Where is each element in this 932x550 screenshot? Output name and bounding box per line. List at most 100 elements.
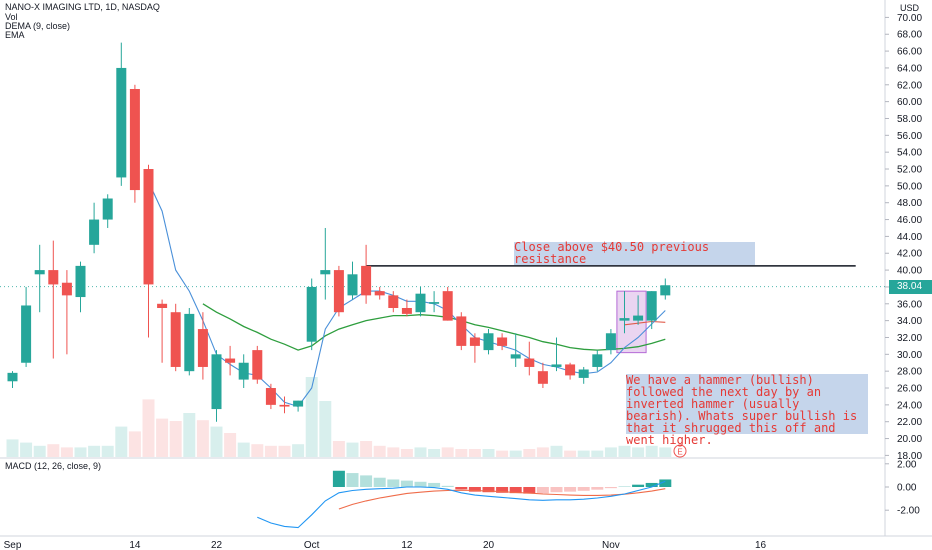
ema-short-line: [624, 320, 666, 326]
time-tick-label: Oct: [304, 540, 320, 550]
candle-up: [89, 219, 100, 245]
volume-bar: [20, 442, 33, 457]
price-tick-label: 60.00: [897, 97, 922, 108]
volume-bar: [128, 431, 141, 457]
macd-histogram-bar: [523, 487, 536, 494]
macd-histogram-bar: [468, 487, 481, 492]
volume-bar: [482, 449, 495, 457]
macd-histogram-bar: [360, 475, 373, 487]
volume-bar: [319, 401, 332, 457]
candle-down: [442, 291, 453, 321]
price-tick-label: 40.00: [897, 266, 922, 277]
candle-up: [238, 362, 249, 380]
candle-up: [592, 354, 603, 367]
macd-histogram-bar: [509, 487, 522, 494]
earnings-label: E: [677, 448, 682, 457]
candle-down: [537, 371, 548, 384]
volume-bar: [169, 421, 182, 457]
price-tick-label: 48.00: [897, 198, 922, 209]
symbol-legend: NANO-X IMAGING LTD, 1D, NASDAQ: [5, 2, 160, 12]
price-tick-label: 42.00: [897, 249, 922, 260]
macd-histogram-bar: [604, 487, 617, 489]
candle-down: [361, 265, 372, 296]
candle-up: [116, 67, 127, 178]
volume-bar: [441, 447, 454, 457]
last-price-tag: 38.04: [889, 280, 932, 294]
candle-up: [578, 369, 589, 378]
price-tick-label: 54.00: [897, 148, 922, 159]
macd-histogram-bar: [564, 487, 577, 492]
volume-bar: [210, 426, 223, 457]
volume-bar: [428, 449, 441, 457]
volume-bar: [400, 449, 413, 457]
volume-bar: [115, 426, 128, 457]
macd-legend: MACD (12, 26, close, 9): [5, 461, 102, 471]
price-tick-label: 20.00: [897, 434, 922, 445]
volume-bar: [645, 445, 658, 457]
candle-down: [197, 329, 208, 367]
candle-up: [75, 265, 86, 298]
volume-bar: [536, 447, 549, 457]
volume-bar: [33, 445, 46, 457]
candle-down: [279, 404, 290, 407]
volume-bar: [509, 450, 522, 457]
candle-down: [456, 316, 467, 346]
dema-legend: DEMA (9, close): [5, 21, 71, 31]
hammer-annotation[interactable]: We have a hammer (bullish) followed the …: [626, 374, 868, 446]
ema-legend: EMA: [5, 30, 25, 40]
macd-histogram-bar: [550, 487, 563, 493]
candle-up: [21, 305, 32, 363]
candle-up: [551, 364, 562, 367]
volume-bar: [101, 445, 114, 457]
macd-histogram-bar: [659, 479, 672, 487]
volume-bar: [332, 441, 345, 457]
volume-bar: [468, 449, 481, 457]
price-tick-label: 26.00: [897, 384, 922, 395]
candle-up: [605, 333, 616, 351]
price-tick-label: 50.00: [897, 181, 922, 192]
price-tick-label: 64.00: [897, 63, 922, 74]
volume-bar: [496, 450, 509, 457]
volume-bar: [387, 447, 400, 457]
candle-down: [252, 350, 263, 380]
volume-bar: [60, 447, 73, 457]
candle-up: [415, 293, 426, 313]
volume-bar: [88, 445, 101, 457]
candle-up: [633, 315, 644, 321]
volume-bar: [196, 420, 209, 457]
time-tick-label: 20: [483, 540, 495, 550]
volume-bar: [604, 447, 617, 457]
volume-bar: [455, 449, 468, 457]
volume-bar: [577, 450, 590, 457]
candle-down: [48, 270, 59, 285]
price-tick-label: 46.00: [897, 215, 922, 226]
candle-down: [524, 358, 535, 367]
price-unit-label: USD: [900, 3, 920, 13]
macd-histogram-bar: [577, 487, 590, 491]
volume-bar: [142, 399, 155, 457]
candle-down: [157, 303, 168, 308]
time-tick-label: Nov: [602, 540, 620, 550]
price-tick-label: 58.00: [897, 114, 922, 125]
candle-down: [388, 295, 399, 308]
candle-up: [347, 274, 358, 296]
candle-up: [211, 354, 222, 410]
volume-bar: [632, 447, 645, 457]
volume-bar: [360, 441, 373, 457]
candle-up: [306, 286, 317, 342]
candle-up: [7, 372, 18, 382]
candle-down: [170, 312, 181, 367]
candle-down: [265, 388, 276, 405]
price-tick-label: 36.00: [897, 299, 922, 310]
volume-bar: [373, 445, 386, 457]
resistance-annotation[interactable]: Close above $40.50 previous resistance: [514, 241, 755, 265]
candle-up: [619, 318, 630, 321]
macd-histogram-bar: [373, 477, 386, 487]
macd-histogram-bar: [455, 487, 468, 490]
price-tick-label: 52.00: [897, 165, 922, 176]
macd-histogram-bar: [482, 487, 495, 493]
candle-down: [333, 270, 344, 313]
price-tick-label: 34.00: [897, 316, 922, 327]
